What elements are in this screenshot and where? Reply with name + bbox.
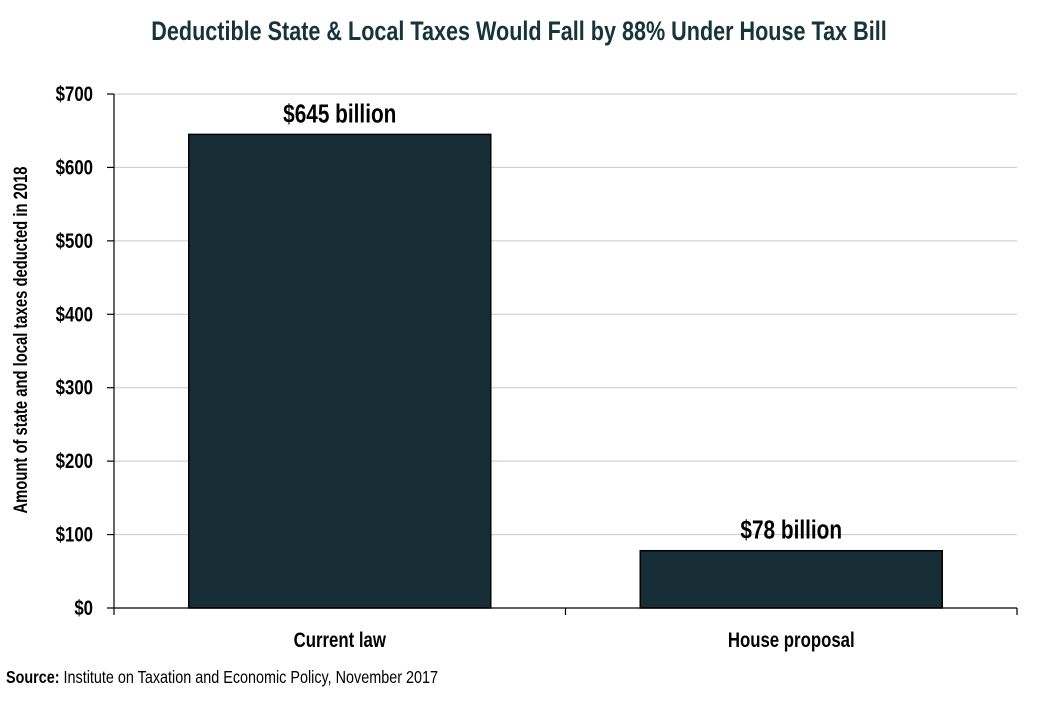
chart-title: Deductible State & Local Taxes Would Fal…	[151, 17, 886, 47]
x-tick-label: House proposal	[728, 629, 855, 652]
x-tick-label: Current law	[294, 629, 387, 652]
source-label: Source:	[6, 668, 60, 688]
y-tick-label: $200	[56, 450, 93, 473]
x-axis-ticks: Current law House proposal	[113, 608, 1018, 653]
bar	[639, 549, 943, 609]
y-tick-label: $0	[74, 597, 93, 620]
bars: $645 billion $78 billion	[188, 99, 943, 609]
y-tick-label: $700	[56, 83, 93, 106]
y-axis-ticks: $0 $100 $200 $300 $400 $500 $600 $700	[56, 83, 114, 621]
bar	[188, 133, 492, 609]
source-text: Institute on Taxation and Economic Polic…	[60, 668, 438, 688]
y-tick-label: $500	[56, 230, 93, 253]
y-tick-label: $300	[56, 377, 93, 400]
y-axis-label: Amount of state and local taxes deducted…	[10, 166, 31, 513]
source-note: Source: Institute on Taxation and Econom…	[6, 668, 438, 688]
data-label: $645 billion	[283, 99, 396, 128]
y-tick-label: $400	[56, 304, 93, 327]
y-tick-label: $600	[56, 157, 93, 180]
data-label: $78 billion	[740, 516, 842, 545]
y-tick-label: $100	[56, 524, 93, 547]
